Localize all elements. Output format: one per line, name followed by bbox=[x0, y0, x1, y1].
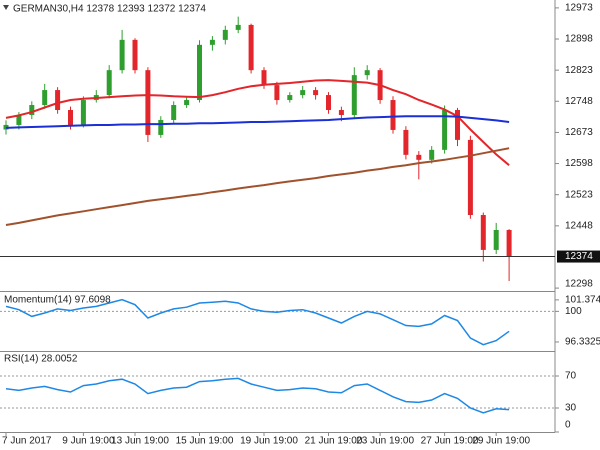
candle-body bbox=[42, 90, 48, 106]
candle-body bbox=[480, 215, 486, 250]
candle-body bbox=[55, 90, 61, 111]
candle-body bbox=[338, 110, 344, 115]
title-icon bbox=[3, 5, 9, 10]
x-tick-label: 23 Jun 19:00 bbox=[356, 436, 414, 447]
y-tick-label: 12973 bbox=[565, 3, 593, 14]
series-line bbox=[5, 115, 510, 129]
candle-body bbox=[467, 139, 473, 216]
candle-body bbox=[403, 129, 409, 155]
candle-body bbox=[416, 154, 422, 160]
series-line bbox=[5, 147, 510, 226]
last-price-label: 12374 bbox=[565, 251, 593, 262]
x-tick-label: 19 Jun 19:00 bbox=[240, 436, 298, 447]
y-tick-label: 30 bbox=[565, 403, 577, 414]
candle-body bbox=[16, 114, 22, 125]
y-tick-label: 70 bbox=[565, 371, 577, 382]
rsi-title: RSI(14) 28.0052 bbox=[4, 354, 78, 365]
candle-body bbox=[455, 110, 460, 140]
chart-title: GERMAN30,H4 12378 12393 12372 12374 bbox=[13, 4, 206, 15]
candle-body bbox=[235, 24, 241, 30]
candle-body bbox=[261, 70, 267, 86]
y-tick-label: 12448 bbox=[565, 220, 593, 231]
y-tick-label: 101.374 bbox=[565, 295, 600, 306]
momentum-title: Momentum(14) 97.6098 bbox=[4, 295, 111, 306]
y-tick-label: 12673 bbox=[565, 127, 593, 138]
candle-body bbox=[493, 229, 499, 250]
candle-body bbox=[248, 24, 254, 71]
candle-body bbox=[132, 39, 138, 71]
candle-body bbox=[80, 100, 86, 125]
candle-body bbox=[274, 85, 280, 101]
x-tick-label: 27 Jun 19:00 bbox=[421, 436, 479, 447]
candle-body bbox=[351, 75, 357, 115]
candle-body bbox=[442, 110, 448, 150]
y-tick-label: 100 bbox=[565, 306, 582, 317]
y-tick-label: 12748 bbox=[565, 96, 593, 107]
x-tick-label: 9 Jun 19:00 bbox=[62, 436, 115, 447]
candle-body bbox=[287, 95, 293, 101]
candle-body bbox=[145, 70, 151, 135]
candle-body bbox=[119, 39, 125, 71]
series-line bbox=[5, 79, 510, 166]
candle-body bbox=[68, 110, 73, 125]
x-tick-label: 13 Jun 19:00 bbox=[111, 436, 169, 447]
y-tick-label: 12523 bbox=[565, 189, 593, 200]
x-tick-label: 21 Jun 19:00 bbox=[305, 436, 363, 447]
candle-body bbox=[326, 95, 331, 111]
candle-body bbox=[197, 44, 202, 101]
candle-body bbox=[29, 105, 35, 115]
series-line bbox=[5, 298, 510, 346]
y-tick-label: 12298 bbox=[565, 279, 593, 290]
candle-body bbox=[158, 119, 164, 135]
y-tick-label: 12823 bbox=[565, 65, 593, 76]
x-tick-label: 29 Jun 19:00 bbox=[472, 436, 530, 447]
y-tick-label: 0 bbox=[565, 420, 571, 431]
candle-body bbox=[300, 90, 306, 96]
y-tick-label: 12898 bbox=[565, 34, 593, 45]
candle-body bbox=[506, 229, 512, 257]
candle-body bbox=[222, 29, 228, 40]
candle-body bbox=[209, 39, 215, 45]
candle-body bbox=[313, 90, 319, 96]
candle-body bbox=[184, 100, 190, 106]
candle-body bbox=[364, 70, 370, 76]
candle-body bbox=[171, 105, 177, 120]
x-tick-label: 15 Jun 19:00 bbox=[176, 436, 234, 447]
candle-body bbox=[106, 70, 112, 96]
last-price-box bbox=[557, 250, 600, 263]
y-tick-label: 12598 bbox=[565, 158, 593, 169]
candle-body bbox=[390, 100, 396, 130]
candle-body bbox=[429, 149, 435, 160]
x-tick-label: 7 Jun 2017 bbox=[2, 436, 52, 447]
y-tick-label: 96.3325 bbox=[565, 337, 600, 348]
series-line bbox=[5, 377, 510, 414]
